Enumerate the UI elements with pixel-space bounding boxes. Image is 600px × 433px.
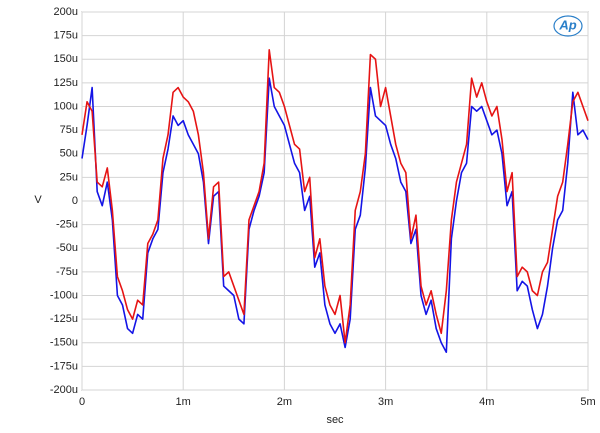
y-tick-label: -25u <box>56 219 78 231</box>
x-tick-label: 3m <box>378 396 393 408</box>
y-tick-label: -200u <box>50 384 78 396</box>
logo-ring <box>553 15 583 37</box>
y-tick-label: 150u <box>54 53 78 65</box>
series-line <box>81 77 589 353</box>
y-tick-label: 75u <box>60 124 78 136</box>
y-tick-label: -100u <box>50 289 78 301</box>
y-tick-label: 175u <box>54 30 78 42</box>
series-line <box>81 49 589 344</box>
y-tick-label: 50u <box>60 148 78 160</box>
y-axis-label: V <box>34 194 42 206</box>
y-tick-label: 25u <box>60 171 78 183</box>
y-tick-label: 125u <box>54 77 78 89</box>
y-tick-label: -175u <box>50 360 78 372</box>
y-tick-label: -75u <box>56 266 78 278</box>
logo: Ap <box>558 17 576 32</box>
x-tick-label: 5m <box>580 396 595 408</box>
x-tick-label: 0 <box>79 396 85 408</box>
y-tick-label: 0 <box>72 195 78 207</box>
y-tick-label: -50u <box>56 242 78 254</box>
x-tick-label: 2m <box>277 396 292 408</box>
y-tick-label: 200u <box>54 6 78 18</box>
x-tick-label: 4m <box>479 396 494 408</box>
x-tick-label: 1m <box>176 396 191 408</box>
y-tick-label: -125u <box>50 313 78 325</box>
y-tick-label: 100u <box>54 100 78 112</box>
x-axis-label: sec <box>326 414 344 426</box>
y-tick-label: -150u <box>50 337 78 349</box>
